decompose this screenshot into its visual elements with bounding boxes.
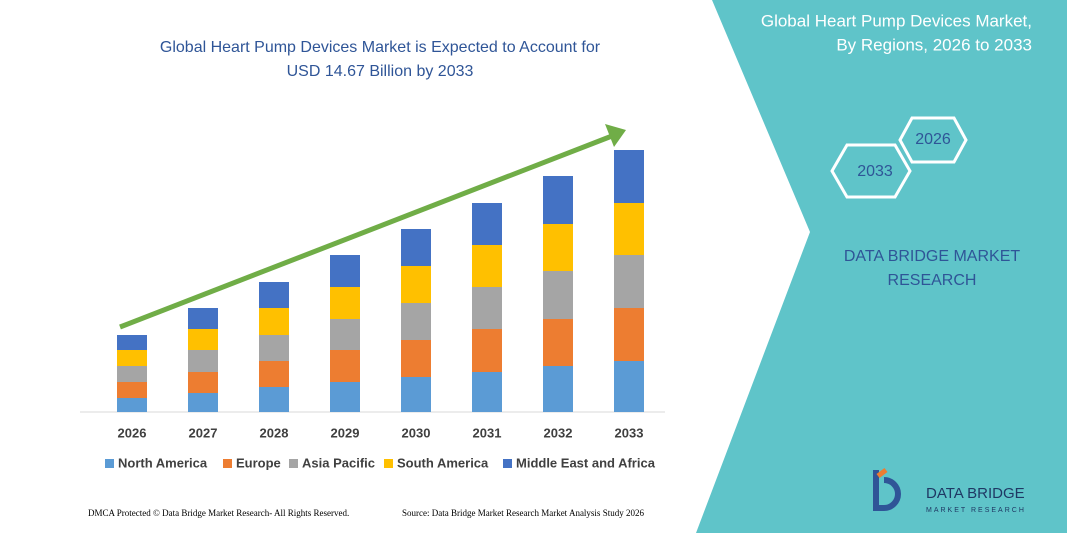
bar-segment [614,361,644,412]
bar-segment [259,308,289,335]
bar-segment [330,350,360,382]
legend-swatch [384,459,393,468]
legend-label: Asia Pacific [302,455,375,470]
bar-segment [330,319,360,350]
bar-segment [614,203,644,255]
x-tick-label: 2030 [402,425,431,440]
bar-segment [472,245,502,287]
footer-text: DMCA Protected © Data Bridge Market Rese… [88,508,349,518]
bar-segment [401,229,431,266]
bar-segment [330,382,360,412]
bar-segment [259,335,289,361]
hexagon-label: 2033 [857,163,893,180]
bar-segment [259,361,289,387]
bar-segment [188,393,218,412]
legend-label: North America [118,455,208,470]
bar-segment [188,329,218,350]
hexagon [830,143,912,199]
chart-title: USD 14.67 Billion by 2033 [287,63,474,80]
panel-title: By Regions, 2026 to 2033 [836,35,1032,54]
bar-segment [401,266,431,303]
bar-segment [614,255,644,308]
bar-segment [117,366,147,382]
x-tick-label: 2026 [118,425,147,440]
bar-segment [259,387,289,412]
logo-text: DATA BRIDGE [926,485,1025,502]
logo-subtext: MARKET RESEARCH [926,507,1026,514]
logo-mark [876,468,888,478]
bar-segment [117,382,147,398]
bar-segment [330,255,360,287]
x-tick-label: 2033 [615,425,644,440]
bar-segment [188,350,218,372]
plot [117,150,644,412]
bar-segment [472,287,502,329]
bar-segment [401,340,431,377]
hexagon-label: 2026 [915,131,951,148]
bar-segment [472,372,502,412]
bar-segment [330,287,360,319]
legend-label: Europe [236,455,281,470]
x-tick-label: 2027 [189,425,218,440]
trend-arrow [119,133,613,330]
x-tick-label: 2028 [260,425,289,440]
brand-text: DATA BRIDGE MARKET [844,248,1021,265]
bar-segment [188,372,218,393]
bar-segment [401,377,431,412]
hexagon [898,116,968,164]
bar-segment [614,308,644,361]
bar-segment [472,329,502,372]
legend-label: Middle East and Africa [516,455,656,470]
footer-text: Source: Data Bridge Market Research Mark… [402,508,644,518]
legend-label: South America [397,455,489,470]
bar-segment [614,150,644,203]
bar-segment [543,366,573,412]
bar-segment [117,350,147,366]
bar-segment [188,308,218,329]
legend-swatch [289,459,298,468]
legend-swatch [223,459,232,468]
x-tick-label: 2031 [473,425,502,440]
x-tick-label: 2032 [544,425,573,440]
bar-segment [472,203,502,245]
side-panel [696,0,1067,533]
bar-segment [117,398,147,412]
bar-segment [543,319,573,366]
trend-arrowhead [605,124,626,147]
bar-segment [543,176,573,224]
bar-segment [543,271,573,319]
logo-mark [873,470,901,511]
legend-swatch [105,459,114,468]
chart-title: Global Heart Pump Devices Market is Expe… [160,39,601,56]
bar-segment [401,303,431,340]
legend-swatch [503,459,512,468]
panel-title: Global Heart Pump Devices Market, [761,11,1032,30]
brand-text: RESEARCH [888,272,977,289]
bar-segment [259,282,289,308]
x-tick-label: 2029 [331,425,360,440]
bar-segment [117,335,147,350]
bar-segment [543,224,573,271]
